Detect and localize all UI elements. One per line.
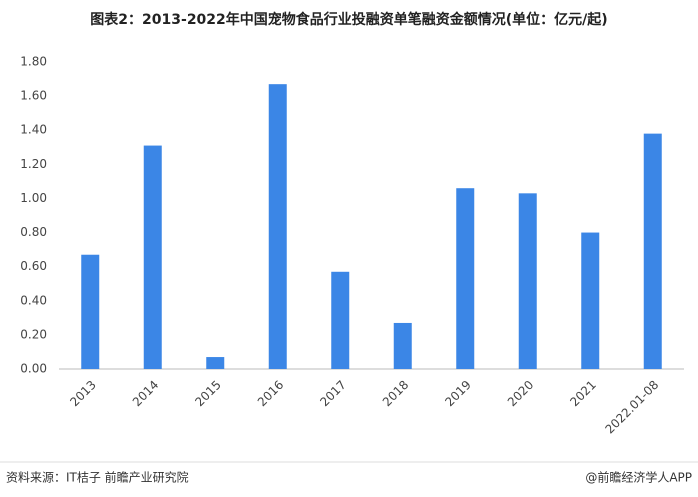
x-tick-label: 2022.01-08: [602, 378, 661, 437]
brand: @前瞻经济学人APP: [585, 470, 692, 485]
bar: [268, 84, 287, 369]
x-tick-label: 2017: [317, 378, 348, 409]
y-tick-label: 1.80: [20, 55, 47, 69]
bar: [143, 145, 162, 369]
chart-title: 图表2：2013-2022年中国宠物食品行业投融资单笔融资金额情况(单位：亿元/…: [90, 11, 607, 28]
bar: [81, 254, 100, 369]
x-tick-label: 2013: [67, 378, 98, 409]
y-tick-label: 0.00: [20, 362, 47, 376]
x-tick-label: 2021: [567, 378, 598, 409]
y-tick-label: 0.20: [20, 327, 47, 341]
x-tick-label: 2019: [442, 378, 473, 409]
bar: [456, 188, 475, 369]
bar: [331, 271, 350, 369]
source: 资料来源：IT桔子 前瞻产业研究院: [6, 470, 189, 485]
y-tick-label: 1.40: [20, 123, 47, 137]
y-tick-label: 1.20: [20, 157, 47, 171]
bar: [643, 133, 662, 369]
bar: [393, 322, 412, 369]
bar: [581, 232, 600, 369]
x-tick-label: 2020: [505, 378, 536, 409]
x-tick-label: 2018: [380, 378, 411, 409]
y-tick-label: 0.60: [20, 259, 47, 273]
y-tick-label: 1.00: [20, 191, 47, 205]
x-tick-label: 2014: [130, 378, 161, 409]
x-tick-label: 2016: [255, 378, 286, 409]
x-tick-label: 2015: [192, 378, 223, 409]
y-tick-label: 1.60: [20, 89, 47, 103]
bar: [518, 193, 537, 369]
bar: [206, 357, 225, 369]
y-tick-label: 0.40: [20, 293, 47, 307]
y-tick-label: 0.80: [20, 225, 47, 239]
